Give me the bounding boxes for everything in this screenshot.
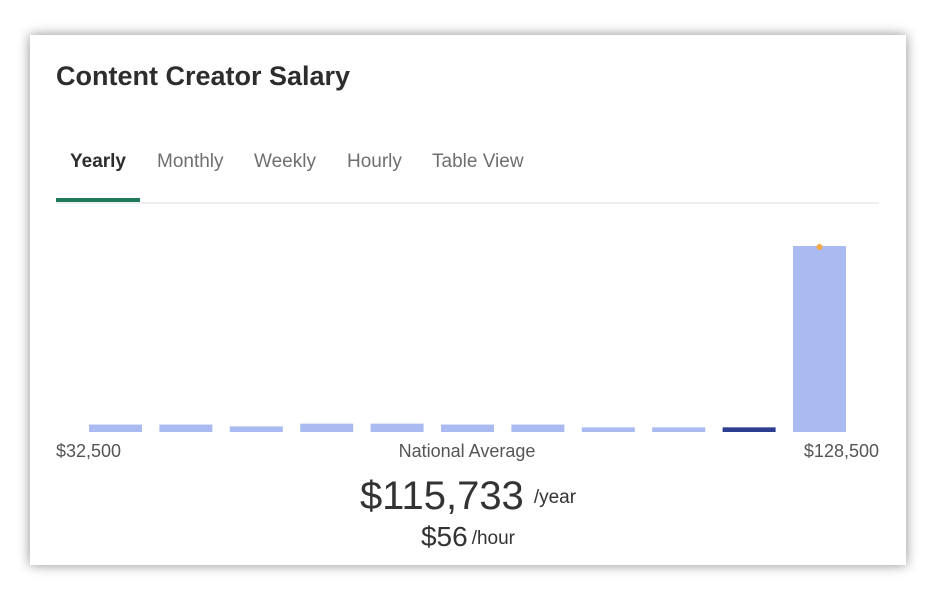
bar [441, 424, 494, 432]
bar [581, 427, 635, 432]
title: Content Creator Salary [56, 61, 350, 91]
tab[interactable]: Weekly [254, 151, 316, 172]
center-label: National Average [399, 441, 536, 461]
bar [300, 423, 354, 432]
hourly-salary: $56/hour [421, 521, 516, 552]
min-label: $32,500 [56, 441, 121, 461]
hourly-unit: /hour [472, 528, 516, 549]
tab[interactable]: Monthly [157, 151, 224, 172]
bar [793, 246, 846, 432]
tab[interactable]: Table View [432, 151, 524, 172]
bar [370, 423, 424, 432]
marker [816, 244, 823, 250]
yearly-salary: $115,733/year [360, 474, 577, 518]
max-label: $128,500 [804, 441, 879, 461]
card [30, 35, 906, 565]
bar [511, 424, 565, 432]
bar [89, 424, 142, 432]
bar [722, 427, 776, 432]
tab[interactable]: Yearly [70, 151, 126, 172]
tab-underline [56, 198, 140, 202]
tab[interactable]: Hourly [347, 151, 402, 172]
bar [159, 424, 213, 432]
bar [229, 426, 283, 432]
bar [652, 427, 706, 432]
yearly-unit: /year [534, 487, 577, 508]
hourly-value: $56 [421, 521, 468, 552]
yearly-value: $115,733 [360, 474, 524, 518]
